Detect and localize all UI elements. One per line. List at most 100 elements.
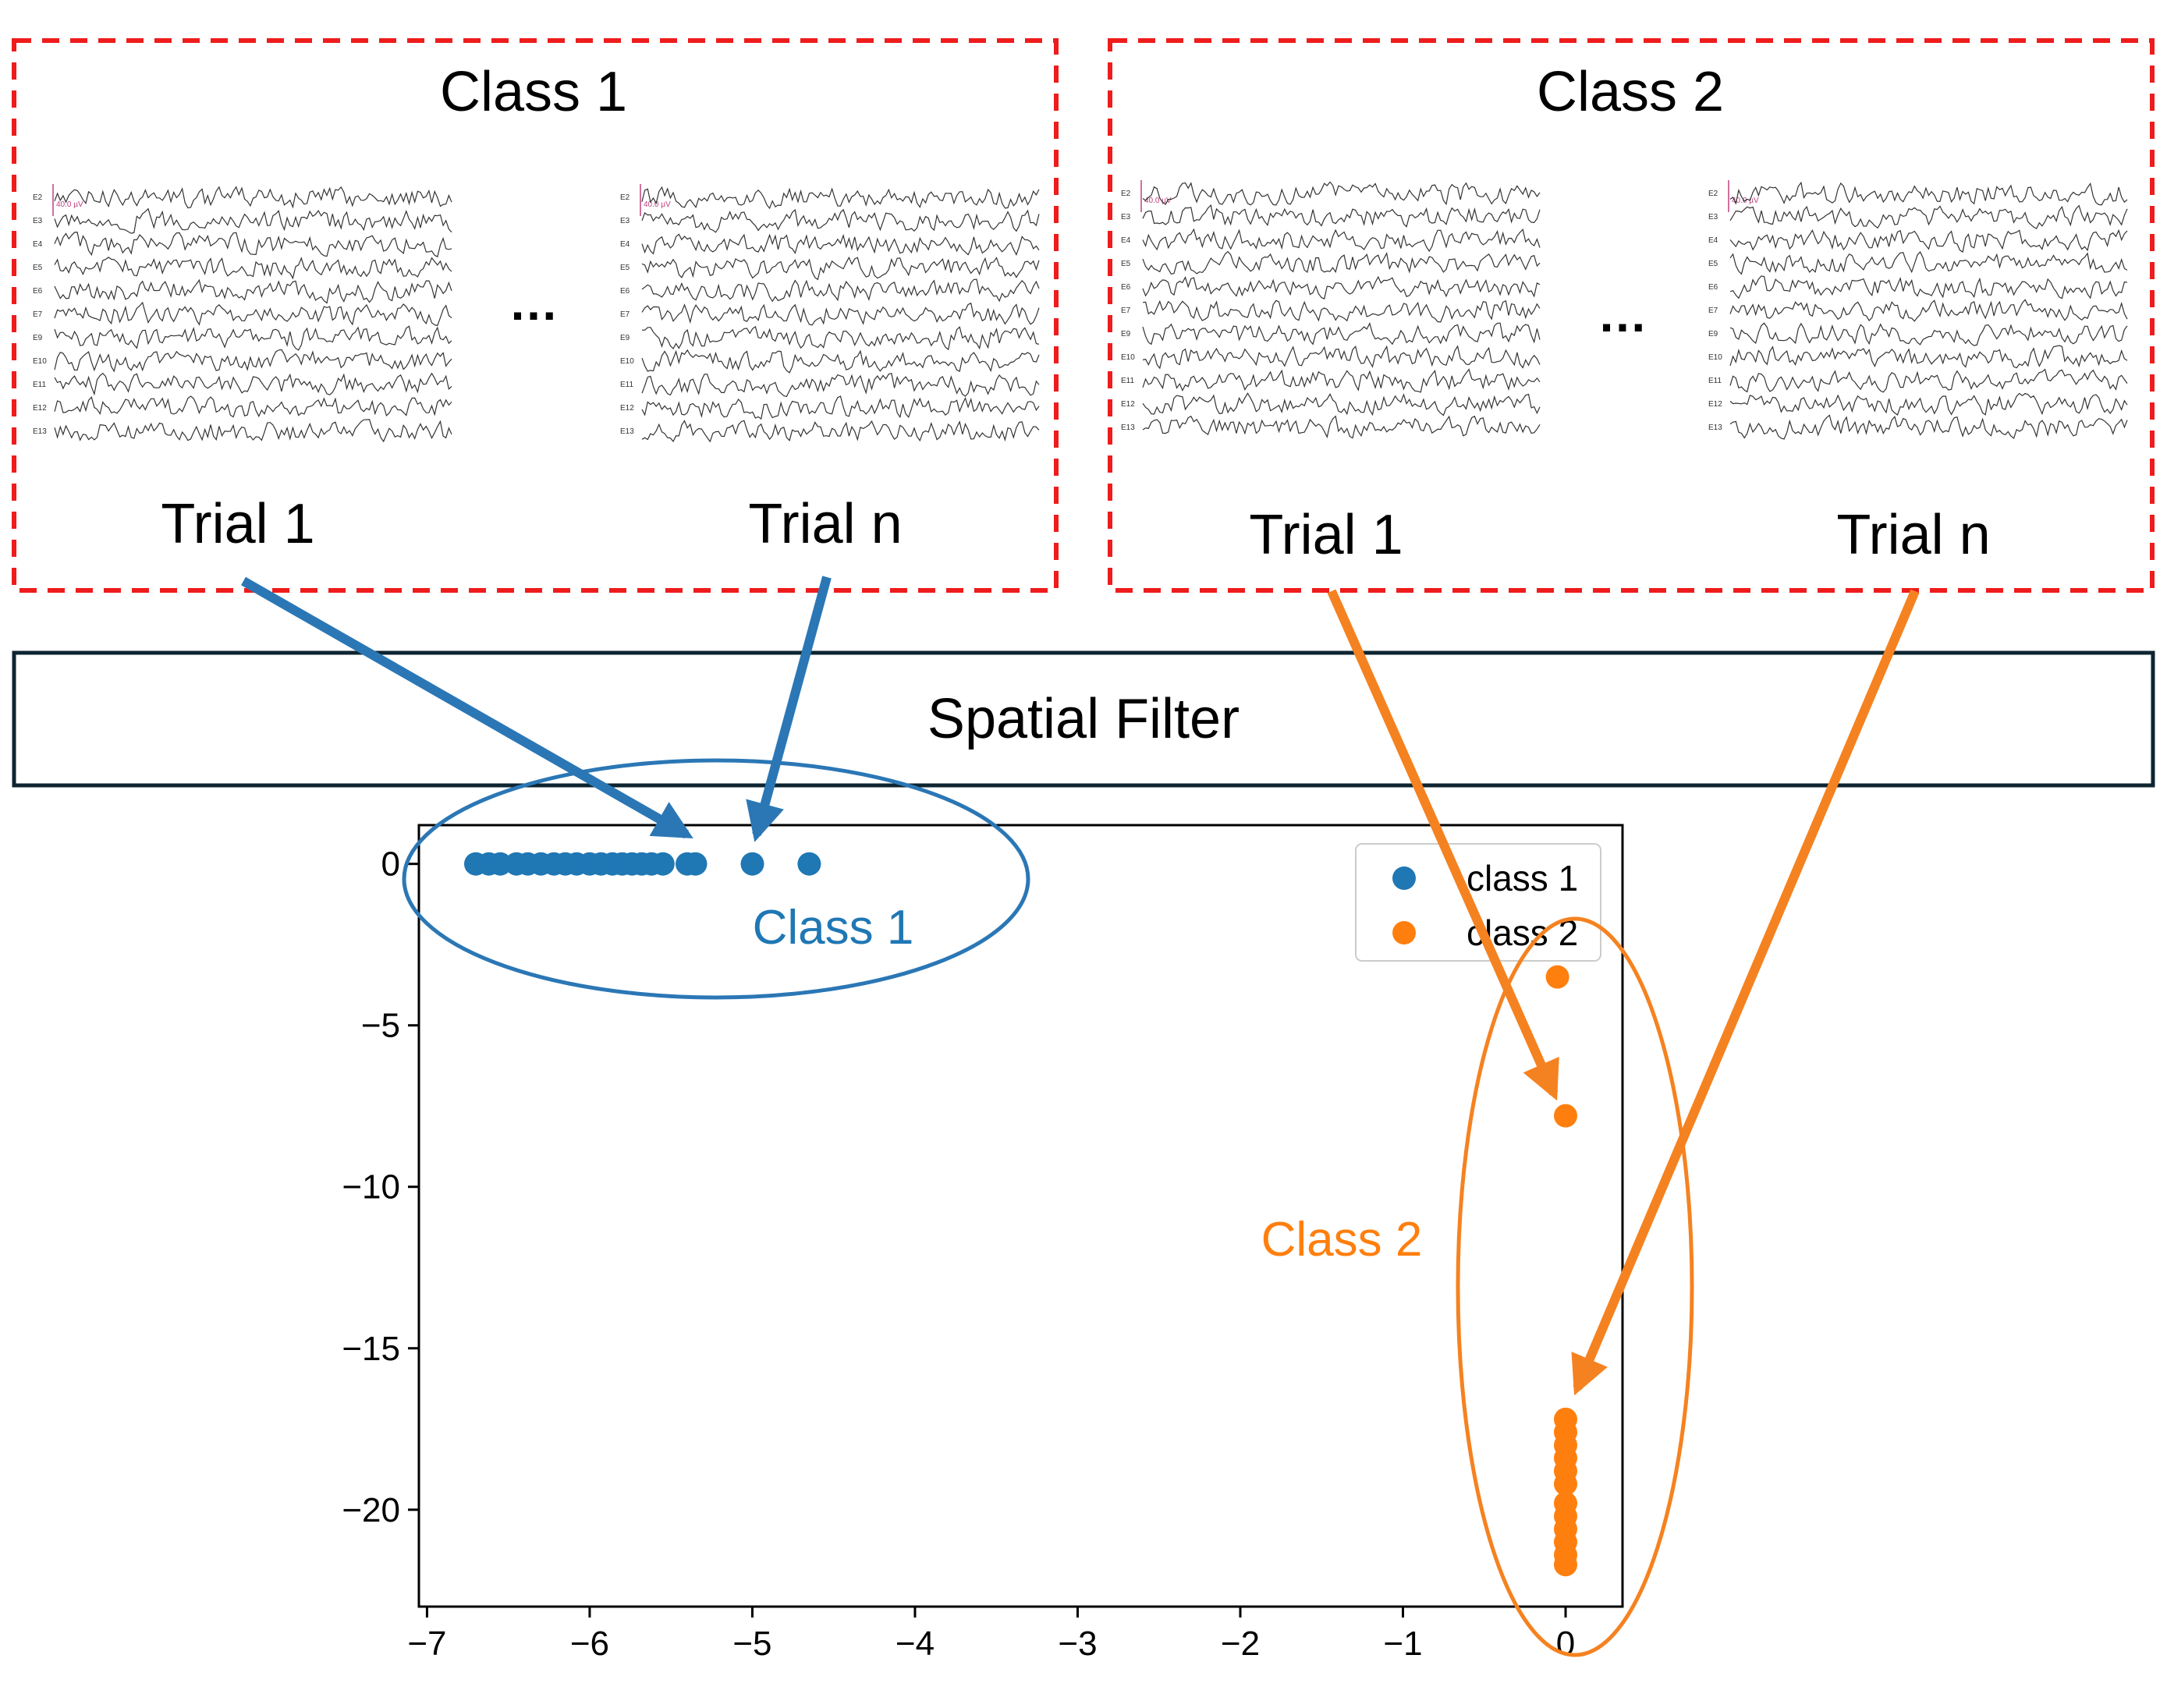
y-tick-label: −10 bbox=[342, 1168, 400, 1207]
class1-cluster-label: Class 1 bbox=[753, 901, 914, 955]
eeg-trace bbox=[54, 232, 452, 258]
eeg-channel-label: E3 bbox=[1708, 213, 1718, 221]
x-axis: −7 −6 −5 −4 −3 −2 −1 0 bbox=[407, 1607, 1575, 1663]
class1-point bbox=[488, 852, 512, 876]
eeg-channel-label: E12 bbox=[33, 404, 47, 413]
spatial-filter-label: Spatial Filter bbox=[927, 688, 1240, 750]
eeg-channel-label: E6 bbox=[620, 287, 630, 296]
eeg-channel-label: E10 bbox=[33, 357, 47, 366]
class2-trialn-label: Trial n bbox=[1836, 504, 1990, 566]
eeg-trace bbox=[1729, 229, 2128, 253]
eeg-trace bbox=[641, 395, 1040, 420]
eeg-channel-label: E4 bbox=[1708, 236, 1718, 245]
eeg-trace bbox=[1142, 368, 1541, 393]
class1-ellipsis: … bbox=[509, 275, 559, 331]
eeg-channel-label: E9 bbox=[33, 334, 43, 342]
eeg-channel-label: E12 bbox=[1121, 400, 1135, 409]
eeg-trace bbox=[1729, 275, 2128, 299]
class1-trial1-label: Trial 1 bbox=[161, 493, 314, 555]
y-tick-label: −5 bbox=[361, 1007, 400, 1045]
eeg-channel-label: E10 bbox=[1121, 353, 1135, 362]
eeg-channel-label: E12 bbox=[620, 404, 634, 413]
eeg-trace bbox=[1142, 275, 1541, 299]
eeg-trace bbox=[1729, 392, 2128, 416]
class2-panel: Class 2 40.0 µV E2 E3 E4 E5 E6 E7 E9 E10 E11 E12 E1… bbox=[1108, 38, 2155, 593]
class2-point bbox=[1554, 1104, 1577, 1128]
eeg-trace bbox=[54, 207, 452, 234]
eeg-channel-label: E5 bbox=[1121, 260, 1131, 268]
x-tick-label: −3 bbox=[1058, 1625, 1097, 1663]
eeg-channel-label: E11 bbox=[1121, 377, 1134, 385]
scatter-chart: −7 −6 −5 −4 −3 −2 −1 0 0−5−10−15−20 class 1 cla… bbox=[342, 824, 1624, 1663]
class2-cluster-ellipse bbox=[1456, 916, 1694, 1657]
class2-point bbox=[1554, 1472, 1577, 1496]
x-tick-label: −1 bbox=[1383, 1625, 1422, 1663]
class2-title: Class 2 bbox=[1537, 61, 1724, 123]
eeg-channel-label: E4 bbox=[620, 240, 630, 249]
eeg-channel-label: E9 bbox=[1708, 330, 1718, 338]
x-tick-label: −2 bbox=[1221, 1625, 1260, 1663]
eeg-trace bbox=[1729, 299, 2128, 322]
eeg-trace bbox=[54, 278, 452, 304]
eeg-channel-label: E13 bbox=[620, 427, 634, 436]
x-tick-label: −6 bbox=[570, 1625, 609, 1663]
eeg-trace bbox=[1142, 299, 1541, 323]
arrow-class2-trial1 bbox=[1327, 589, 1559, 1101]
class1-dashed-border bbox=[12, 38, 1059, 593]
svg-text:40.0 µV: 40.0 µV bbox=[1144, 197, 1172, 205]
class2-point bbox=[1545, 965, 1569, 989]
eeg-channel-label: E10 bbox=[620, 357, 634, 366]
eeg-trace bbox=[641, 186, 1040, 210]
eeg-trace bbox=[641, 420, 1040, 443]
eeg-channel-label: E7 bbox=[33, 310, 43, 319]
eeg-trace bbox=[1142, 415, 1541, 439]
class1-point bbox=[651, 852, 675, 876]
class2-cluster-annotation: Class 2 bbox=[1261, 916, 1694, 1657]
class1-point bbox=[740, 852, 764, 876]
eeg-channel-label: E5 bbox=[1708, 260, 1718, 268]
class2-cluster-label: Class 2 bbox=[1261, 1213, 1423, 1267]
chart-legend: class 1 class 2 bbox=[1355, 843, 1601, 962]
eeg-trace bbox=[1142, 392, 1541, 416]
series-class1 bbox=[464, 852, 821, 876]
eeg-trace bbox=[1142, 204, 1541, 228]
eeg-channel-label: E4 bbox=[33, 240, 43, 249]
eeg-channel-label: E13 bbox=[33, 427, 47, 436]
spatial-filter-block: Spatial Filter bbox=[12, 650, 2155, 788]
eeg-trace bbox=[54, 325, 452, 351]
x-tick-label: 0 bbox=[1556, 1625, 1575, 1663]
legend-marker-class2 bbox=[1392, 921, 1416, 944]
eeg-trace bbox=[1729, 204, 2128, 229]
eeg-channel-label: E9 bbox=[1121, 330, 1131, 338]
class1-cluster-annotation: Class 1 bbox=[402, 758, 1030, 1000]
y-tick-label: −15 bbox=[342, 1330, 400, 1368]
class1-panel: Class 1 40.0 µV E2 E3 E4 E5 E6 E7 E9 E10 E11 E12 E1… bbox=[12, 38, 1059, 593]
eeg-trace bbox=[641, 349, 1040, 374]
legend-label-class1: class 1 bbox=[1467, 858, 1578, 898]
eeg-trace bbox=[54, 186, 452, 209]
legend-box bbox=[1355, 843, 1601, 962]
eeg-channel-label: E6 bbox=[33, 287, 43, 296]
mapping-arrows bbox=[241, 576, 1920, 1396]
eeg-channel-label: E11 bbox=[620, 381, 633, 389]
eeg-channel-label: E7 bbox=[1121, 307, 1131, 315]
x-tick-label: −4 bbox=[896, 1625, 935, 1663]
eeg-channel-label: E12 bbox=[1708, 400, 1722, 409]
eeg-trace bbox=[1142, 345, 1541, 370]
eeg-trace bbox=[641, 372, 1040, 398]
eeg-channel-label: E13 bbox=[1708, 423, 1722, 432]
eeg-channel-label: E3 bbox=[33, 217, 43, 225]
eeg-trace bbox=[641, 256, 1040, 281]
class1-trialn-label: Trial n bbox=[748, 493, 902, 555]
eeg-channel-label: E10 bbox=[1708, 353, 1722, 362]
eeg-trace bbox=[1142, 228, 1541, 253]
eeg-trace bbox=[54, 349, 452, 373]
eeg-trace bbox=[1142, 322, 1541, 345]
y-tick-label: 0 bbox=[381, 845, 400, 884]
class1-title: Class 1 bbox=[440, 61, 627, 123]
svg-text:40.0 µV: 40.0 µV bbox=[644, 200, 671, 209]
